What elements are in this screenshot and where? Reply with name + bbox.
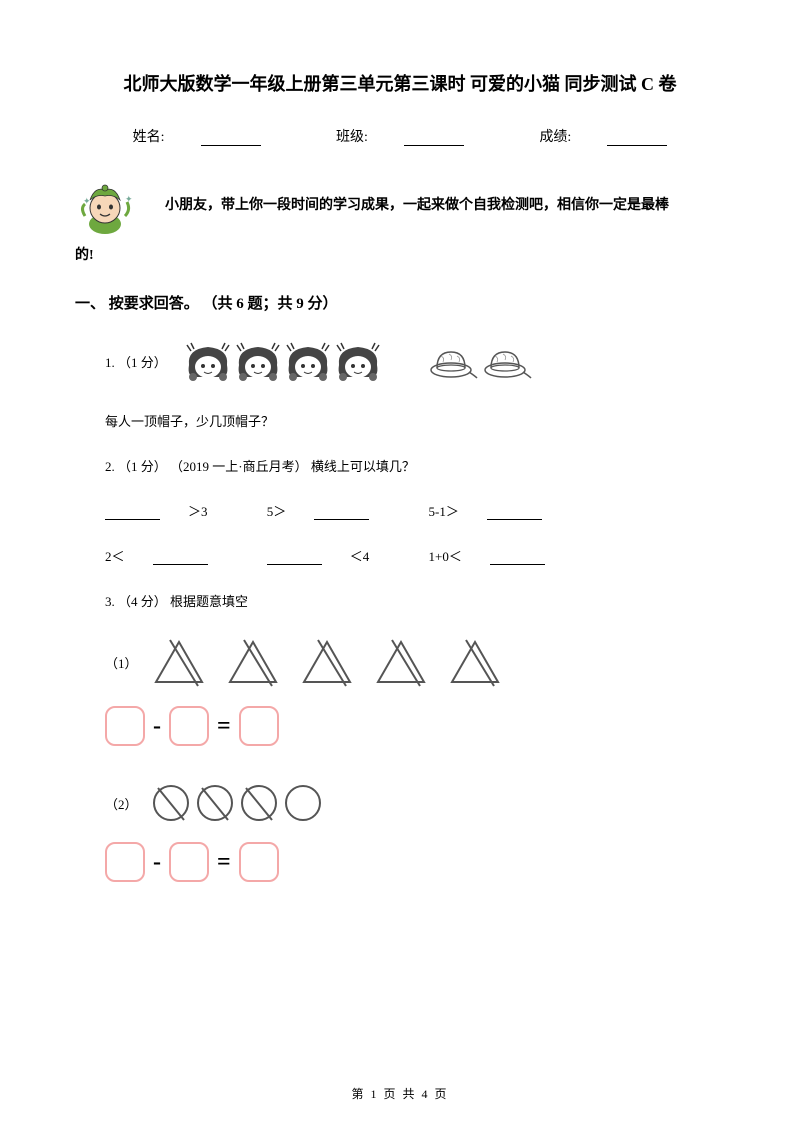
q2-num: 2. （1 分） （2019 一上·商丘月考） 横线上可以填几？ [105, 456, 725, 475]
circles-row [150, 782, 324, 824]
hat-icon [483, 346, 533, 380]
girl-icon [235, 341, 281, 385]
triangle-crossed-icon [372, 636, 430, 688]
q3-sub1: （1） [105, 636, 725, 688]
intro-text: 小朋友，带上你一段时间的学习成果，一起来做个自我检测吧，相信你一定是最棒 [165, 192, 669, 220]
triangle-crossed-icon [224, 636, 282, 688]
answer-box[interactable] [105, 706, 145, 746]
equals-op: = [217, 849, 231, 876]
circle-icon [282, 782, 324, 824]
answer-box[interactable] [239, 706, 279, 746]
triangle-crossed-icon [298, 636, 356, 688]
triangle-crossed-icon [446, 636, 504, 688]
intro-row: ✦ ✦ 小朋友，带上你一段时间的学习成果，一起来做个自我检测吧，相信你一定是最棒 [75, 176, 725, 236]
q1-row: 1. （1 分） [105, 341, 725, 385]
q1-num: 1. （1 分） [105, 353, 167, 374]
circle-crossed-icon [194, 782, 236, 824]
q3-eq2[interactable]: - = [105, 842, 725, 882]
answer-box[interactable] [105, 842, 145, 882]
section-heading: 一、 按要求回答。 （共 6 题；共 9 分） [75, 292, 725, 313]
answer-box[interactable] [169, 706, 209, 746]
q1-figures [185, 341, 533, 385]
girl-icon [285, 341, 331, 385]
q1-text: 每人一顶帽子，少几顶帽子？ [105, 411, 725, 430]
intro-tail: 的! [75, 244, 725, 264]
equals-op: = [217, 713, 231, 740]
circle-crossed-icon [150, 782, 192, 824]
minus-op: - [153, 849, 161, 876]
svg-text:✦: ✦ [125, 194, 133, 204]
page-title: 北师大版数学一年级上册第三单元第三课时 可爱的小猫 同步测试 C 卷 [75, 70, 725, 96]
girl-icon [335, 341, 381, 385]
answer-box[interactable] [169, 842, 209, 882]
hat-icon [429, 346, 479, 380]
triangle-crossed-icon [150, 636, 208, 688]
pager: 第 1 页 共 4 页 [0, 1085, 800, 1102]
name-field[interactable]: 姓名: [115, 130, 279, 145]
class-field[interactable]: 班级: [318, 130, 482, 145]
triangles-row [150, 636, 504, 688]
mascot-icon: ✦ ✦ [75, 176, 135, 236]
minus-op: - [153, 713, 161, 740]
svg-text:✦: ✦ [83, 196, 91, 206]
q3-num: 3. （4 分） 根据题意填空 [105, 591, 725, 610]
q3-eq1[interactable]: - = [105, 706, 725, 746]
q2-row1[interactable]: ＞3 5＞ 5-1＞ [105, 501, 725, 520]
circle-crossed-icon [238, 782, 280, 824]
q2-row2[interactable]: 2＜ ＜4 1+0＜ [105, 546, 725, 565]
q3-sub2: （2） [105, 782, 725, 824]
answer-box[interactable] [239, 842, 279, 882]
info-row: 姓名: 班级: 成绩: [75, 126, 725, 146]
score-field[interactable]: 成绩: [521, 130, 685, 145]
girl-icon [185, 341, 231, 385]
